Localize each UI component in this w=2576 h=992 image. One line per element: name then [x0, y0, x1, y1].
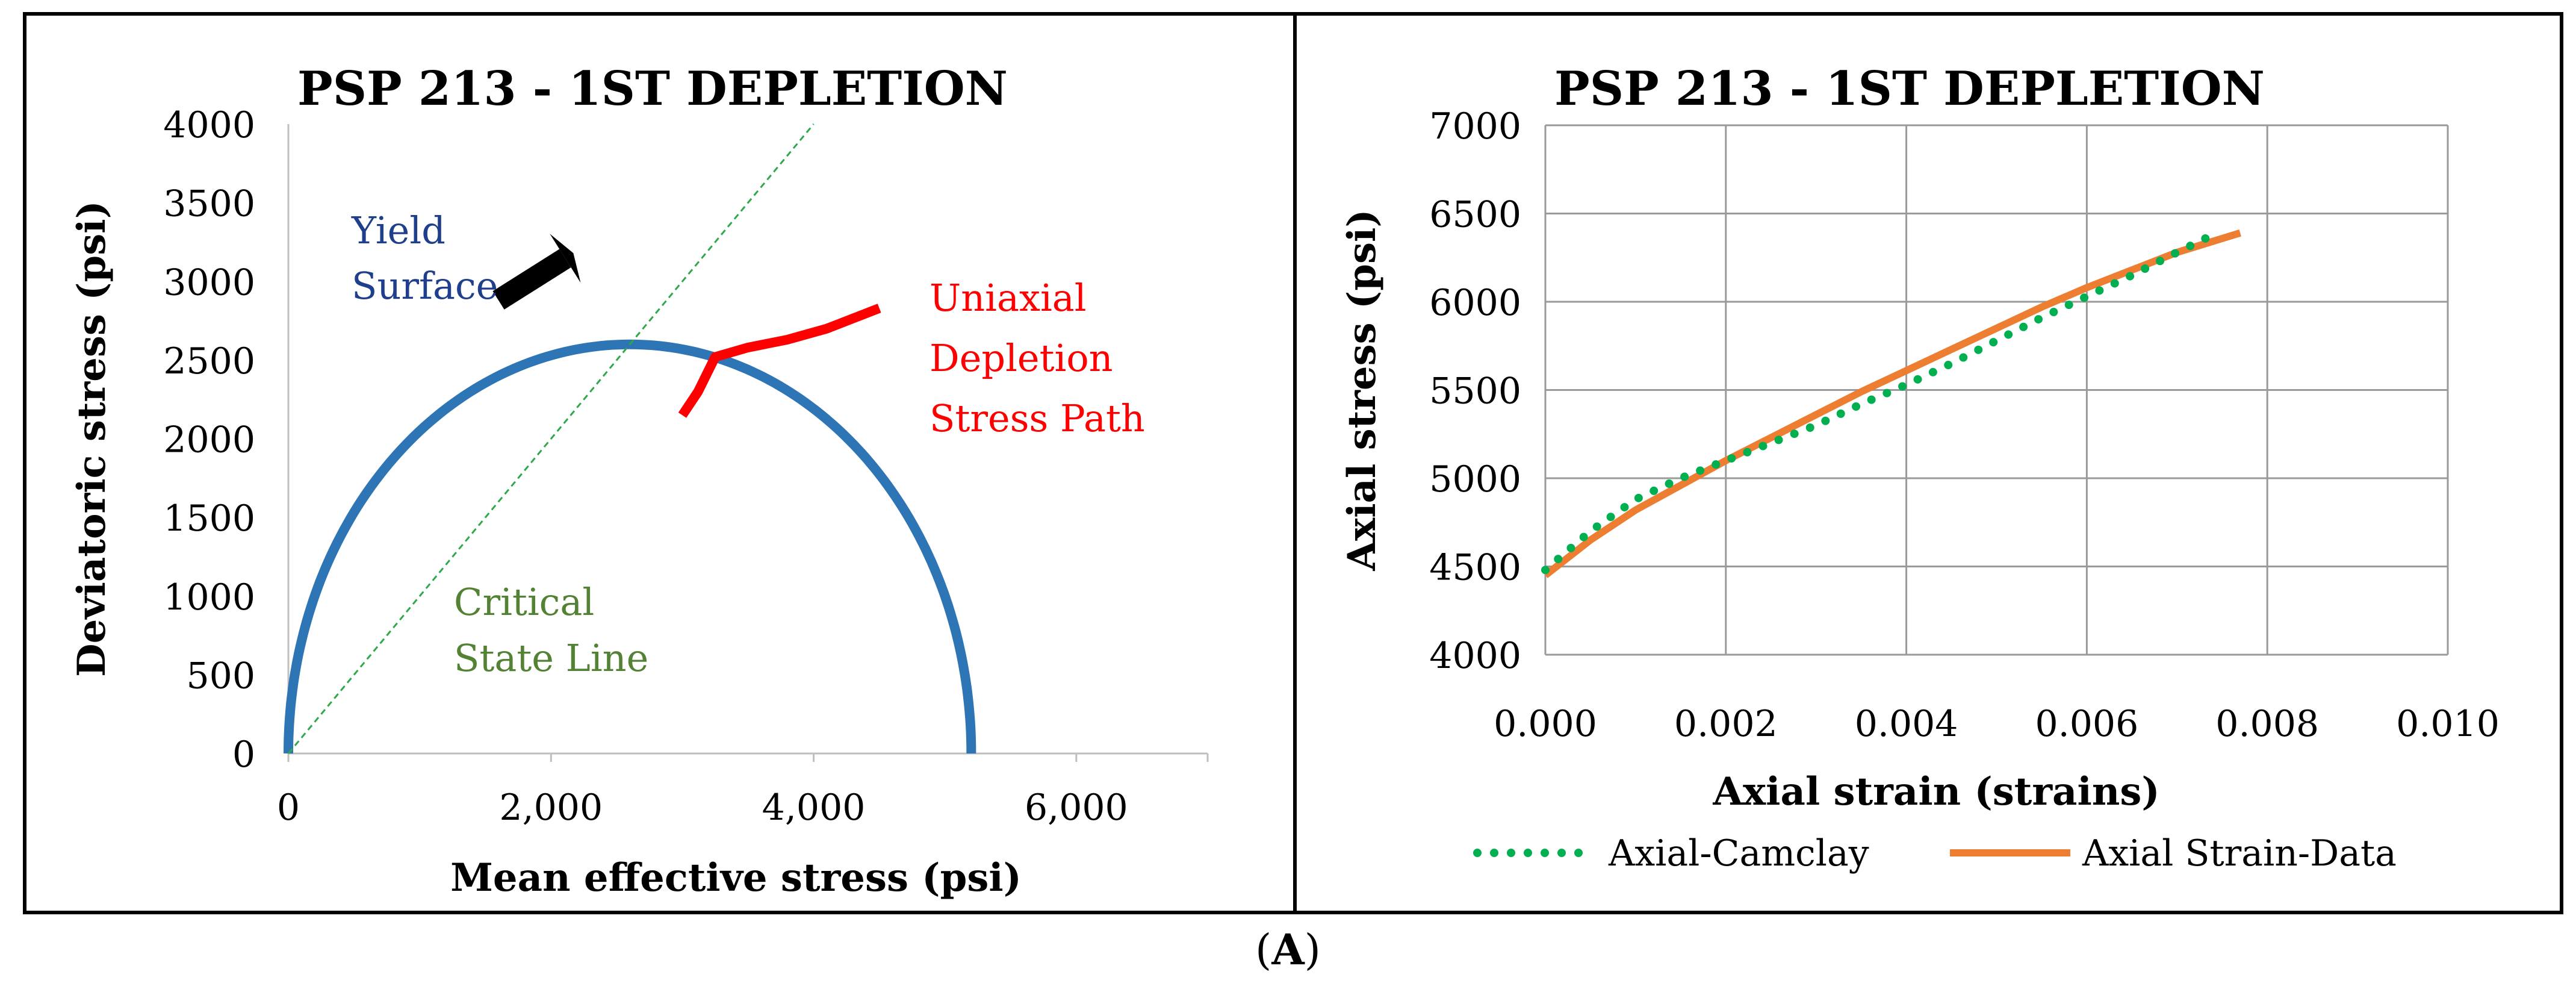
critical-state-label-line1: Critical: [454, 580, 594, 624]
yield-surface-label-line2: Surface: [352, 264, 498, 308]
axial-camclay-line: [1541, 230, 2218, 575]
x-tick-label: 4,000: [762, 787, 866, 829]
stress-path-label-line3: Stress Path: [930, 396, 1145, 440]
y-tick-label: 6500: [1429, 194, 1521, 236]
x-tick-label: 6,000: [1025, 787, 1128, 829]
axial-stress-chart: PSP 213 - 1ST DEPLETION 4000 4500 5000 5500 6…: [1339, 61, 2500, 875]
yield-surface-curve: [284, 339, 976, 754]
stress-path-label-line1: Uniaxial: [930, 276, 1087, 320]
y-axis-title: Axial stress (psi): [1339, 209, 1385, 571]
critical-state-label-line2: State Line: [454, 636, 648, 680]
y-tick-label: 6000: [1429, 282, 1521, 324]
legend-data-label: Axial Strain-Data: [2082, 832, 2397, 875]
y-tick-label: 7000: [1429, 105, 1521, 148]
y-tick-label: 500: [186, 655, 255, 697]
y-tick-label: 1500: [163, 498, 255, 540]
caption-label: A: [1271, 925, 1305, 975]
axial-strain-data-line: [1543, 229, 2241, 578]
y-tick-label: 4000: [163, 104, 255, 146]
y-tick-label: 3500: [163, 183, 255, 225]
y-tick-label: 3000: [163, 261, 255, 304]
chart-title: PSP 213 - 1ST DEPLETION: [1554, 61, 2265, 116]
y-tick-label: 0: [232, 734, 255, 776]
x-tick-label: 0.008: [2215, 703, 2319, 745]
y-tick-label: 2000: [163, 419, 255, 461]
x-tick-label: 0.006: [2035, 703, 2139, 745]
y-tick-label: 4000: [1429, 635, 1521, 677]
direction-arrow-head: [550, 234, 581, 283]
y-tick-label: 4500: [1429, 547, 1521, 589]
stress-path-label-line2: Depletion: [930, 336, 1113, 380]
x-axis-title: Axial strain (strains): [1712, 769, 2159, 814]
left-chart-panel: PSP 213 - 1ST DEPLETION 0 500 1000 1500 2000 2…: [23, 12, 1297, 914]
x-tick-label: 2,000: [499, 787, 603, 829]
y-tick-label: 5500: [1429, 370, 1521, 413]
x-tick-label: 0: [277, 787, 300, 829]
x-tick-label: 0.010: [2396, 703, 2500, 745]
critical-state-line: [287, 123, 815, 754]
y-tick-label: 1000: [163, 576, 255, 619]
legend-camclay-label: Axial-Camclay: [1608, 832, 1869, 875]
y-tick-label: 2500: [163, 340, 255, 382]
x-tick-label: 0.000: [1494, 703, 1597, 745]
y-axis-title: Deviatoric stress (psi): [69, 201, 114, 677]
x-axis-title: Mean effective stress (psi): [450, 855, 1022, 900]
direction-arrow-shaft: [492, 249, 571, 310]
x-tick-label: 0.002: [1674, 703, 1778, 745]
stress-path-line: [678, 304, 881, 418]
chart-title: PSP 213 - 1ST DEPLETION: [297, 61, 1008, 116]
yield-surface-label-line1: Yield: [351, 208, 445, 252]
x-tick-label: 0.004: [1855, 703, 1958, 745]
stress-path-chart: PSP 213 - 1ST DEPLETION 0 500 1000 1500 2000 2…: [69, 61, 1209, 900]
y-tick-label: 5000: [1429, 458, 1521, 501]
figure-caption: (A): [1255, 925, 1321, 975]
right-chart-panel: PSP 213 - 1ST DEPLETION 4000 4500 5000 5500 6…: [1293, 12, 2563, 914]
